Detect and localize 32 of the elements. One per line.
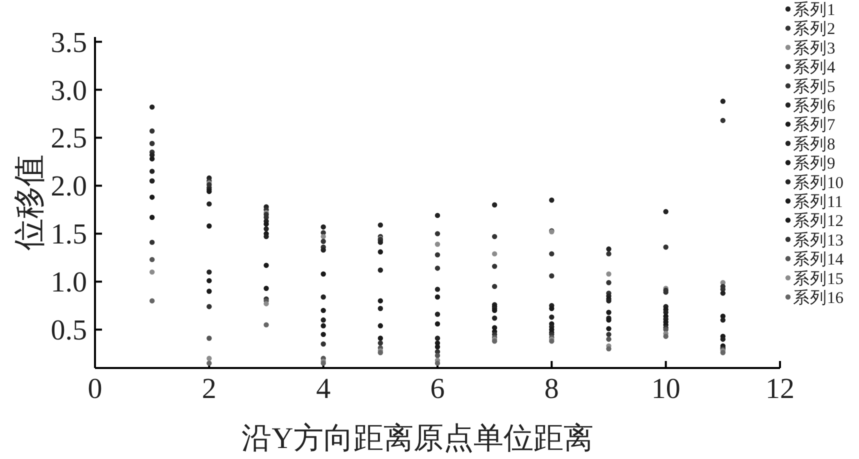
legend-label: 系列11 (793, 192, 843, 211)
legend-label: 系列1 (793, 0, 836, 19)
legend-label: 系列5 (793, 76, 836, 96)
y-tick-label: 1.0 (50, 266, 87, 299)
x-axis-title: 沿Y方向距离原点单位距离 (242, 422, 594, 455)
legend-label: 系列14 (793, 250, 844, 269)
legend-label: 系列16 (793, 288, 844, 307)
y-tick-label: 3.0 (50, 74, 87, 107)
x-tick-label: 4 (316, 373, 332, 405)
legend-label: 系列12 (793, 211, 844, 230)
legend-label: 系列7 (793, 115, 836, 134)
legend-label: 系列15 (793, 268, 844, 288)
y-tick-label: 2.5 (50, 122, 87, 155)
y-tick-label: 1.5 (50, 218, 87, 251)
legend-label: 系列3 (793, 38, 836, 58)
legend-label: 系列6 (793, 96, 836, 115)
x-tick-label: 10 (651, 373, 680, 405)
legend-label: 系列10 (793, 172, 844, 192)
legend-label: 系列9 (793, 154, 836, 173)
y-tick-label: 3.5 (50, 26, 87, 59)
legend-label: 系列4 (793, 58, 836, 77)
legend-label: 系列8 (793, 134, 836, 154)
x-tick-label: 12 (766, 373, 794, 405)
x-tick-label: 8 (544, 373, 559, 405)
legend-label: 系列13 (793, 230, 844, 250)
y-tick-label: 0.5 (50, 314, 87, 347)
y-axis-title: 位移值 (11, 154, 47, 250)
x-tick-label: 0 (88, 373, 102, 405)
x-tick-label: 6 (430, 373, 445, 405)
legend-label: 系列2 (793, 19, 836, 38)
y-tick-label: 2.0 (50, 170, 87, 203)
x-tick-label: 2 (202, 373, 216, 405)
